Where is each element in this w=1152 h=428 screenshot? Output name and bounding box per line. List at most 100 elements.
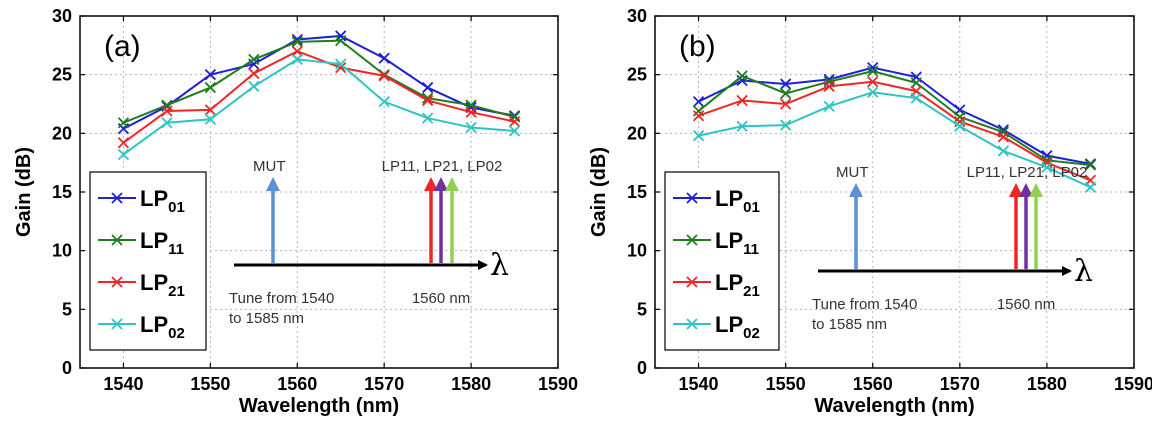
data-point [204, 81, 217, 94]
data-point [421, 94, 434, 107]
data-point [692, 96, 705, 108]
data-point [779, 119, 792, 131]
data-point [1041, 161, 1053, 173]
series-line-lp01 [698, 66, 1091, 165]
data-point [421, 112, 434, 124]
series-line-lp02 [122, 58, 515, 156]
legend-box [89, 171, 207, 351]
legend-marker [111, 234, 123, 246]
modes-label: LP11, LP21, LP02 [382, 158, 503, 175]
series-line-lp21 [698, 80, 1091, 182]
y-tick-label: 30 [627, 6, 647, 26]
data-point [204, 104, 217, 116]
legend-marker [111, 318, 123, 330]
legend-marker [111, 276, 123, 288]
mut-label: MUT [836, 164, 869, 181]
data-point [248, 67, 260, 80]
legend-marker [111, 192, 123, 204]
panel-label: (a) [104, 30, 141, 63]
y-tick-label: 15 [52, 182, 72, 202]
x-tick-label: 1590 [538, 374, 578, 394]
data-point [1084, 159, 1097, 171]
data-point [335, 58, 347, 70]
legend-marker [686, 276, 698, 288]
legend-box [664, 171, 780, 351]
legend: LP01 LP11 LP21 LP02 [89, 171, 207, 351]
y-axis-label: Gain (dB) [588, 147, 610, 237]
data-point [117, 117, 130, 129]
data-point [204, 113, 217, 125]
data-point [997, 131, 1009, 143]
data-point [421, 81, 434, 94]
series-line-lp11 [123, 39, 515, 124]
tune-label-line2: to 1585 nm [229, 310, 304, 327]
legend-marker [686, 234, 698, 246]
data-point [465, 121, 477, 134]
data-point [248, 53, 260, 66]
y-tick-label: 5 [637, 299, 647, 319]
x-tick-label: 1540 [679, 374, 719, 394]
x-tick-label: 1550 [190, 374, 230, 394]
legend-entry-lp21: LP21 [140, 270, 185, 300]
x-tick-label: 1580 [1027, 374, 1067, 394]
x-tick-label: 1580 [451, 374, 491, 394]
data-point [291, 45, 303, 57]
y-tick-label: 20 [52, 123, 72, 143]
lp21-arrow-head [434, 177, 448, 191]
x-tick-label: 1590 [1114, 374, 1152, 394]
data-point [867, 65, 879, 77]
data-point [867, 76, 879, 88]
y-tick-label: 10 [52, 241, 72, 261]
series-line-lp11 [697, 70, 1091, 167]
mut-label: MUT [253, 158, 286, 175]
data-point [823, 100, 835, 112]
data-point [779, 98, 792, 110]
lp21-arrow-head [1019, 183, 1033, 197]
y-tick-label: 15 [627, 182, 647, 202]
data-point [335, 30, 347, 42]
lp11-arrow-head [1009, 183, 1023, 197]
x-axis-label: Wavelength (nm) [239, 395, 399, 417]
data-point [954, 120, 966, 132]
data-point [779, 87, 792, 100]
legend: LP01 LP11 LP21 LP02 [664, 171, 780, 351]
x-tick-label: 1540 [103, 374, 143, 394]
x-tick-label: 1570 [364, 374, 404, 394]
x-tick-label: 1570 [940, 374, 980, 394]
data-point [291, 36, 303, 48]
data-point [736, 94, 748, 107]
data-point [692, 130, 705, 142]
lambda-symbol: λ [1074, 254, 1093, 289]
data-point [1084, 181, 1097, 193]
legend-entry-lp11: LP11 [715, 228, 759, 258]
data-point [335, 35, 347, 47]
data-point [692, 110, 705, 122]
y-tick-label: 30 [52, 6, 72, 26]
series-line-lp01 [122, 34, 515, 130]
data-point [378, 52, 390, 64]
y-tick-label: 25 [52, 65, 72, 85]
legend-entry-lp01: LP01 [140, 186, 185, 216]
legend-entry-lp02: LP02 [140, 312, 185, 342]
data-point [997, 145, 1009, 157]
data-point [823, 80, 835, 93]
legend-marker [686, 318, 698, 330]
legend-entry-lp02: LP02 [715, 312, 760, 342]
y-tick-label: 5 [62, 299, 72, 319]
data-point [736, 70, 748, 82]
tune-label-line1: Tune from 1540 [812, 296, 917, 313]
data-point [910, 77, 922, 89]
series-line-lp02 [698, 91, 1091, 189]
data-point [736, 120, 748, 132]
legend-entry-lp01: LP01 [715, 186, 760, 216]
data-point [117, 148, 130, 161]
y-axis-label: Gain (dB) [13, 147, 35, 237]
data-point [910, 92, 922, 104]
y-tick-label: 10 [627, 241, 647, 261]
fixed-wavelength-label: 1560 nm [997, 296, 1055, 313]
data-point [508, 125, 521, 137]
data-point [291, 53, 303, 66]
x-tick-label: 1550 [766, 374, 806, 394]
y-tick-label: 0 [637, 358, 647, 378]
